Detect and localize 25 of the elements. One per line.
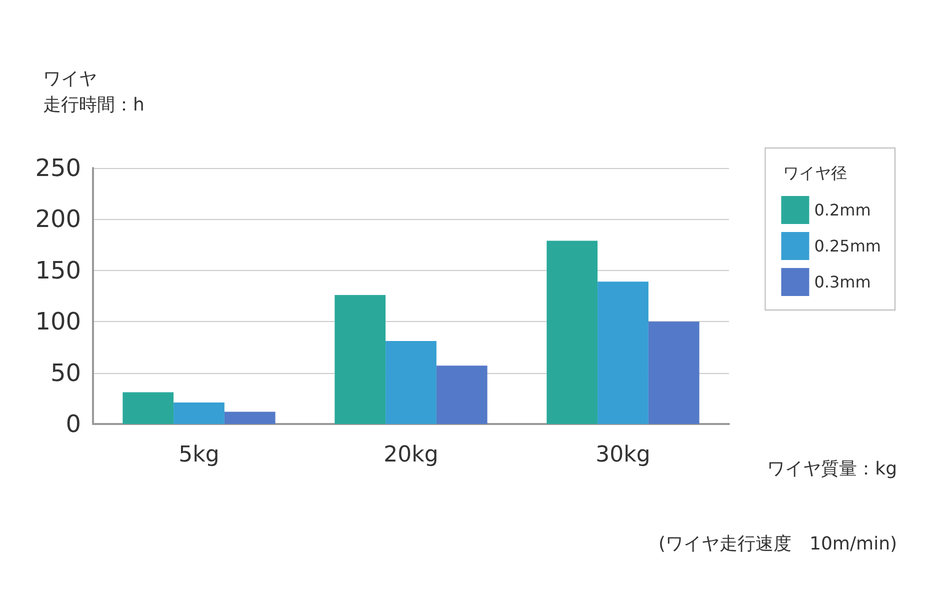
x-tick-label: 30kg bbox=[596, 442, 650, 468]
bar bbox=[648, 322, 700, 424]
y-tick-label: 0 bbox=[66, 410, 81, 438]
legend-title: ワイヤ径 bbox=[783, 164, 847, 182]
bar bbox=[174, 402, 224, 424]
bar bbox=[224, 412, 276, 424]
legend-label: 0.3mm bbox=[814, 272, 871, 292]
bar bbox=[334, 294, 386, 424]
y-axis-title: ワイヤ走行時間：h bbox=[43, 68, 144, 116]
y-tick-label: 250 bbox=[35, 154, 81, 182]
bar bbox=[598, 282, 648, 424]
bar bbox=[436, 366, 488, 424]
legend-label: 0.25mm bbox=[814, 236, 881, 256]
legend-label: 0.2mm bbox=[814, 200, 871, 220]
bar bbox=[122, 392, 174, 424]
bar bbox=[386, 341, 436, 424]
y-tick-label: 100 bbox=[35, 308, 81, 336]
text: (ワイヤ走行速度 10m/min) bbox=[658, 534, 898, 554]
bar bbox=[546, 240, 598, 424]
y-tick-label: 200 bbox=[35, 205, 81, 234]
y-tick-label: 150 bbox=[35, 256, 81, 284]
x-tick-label: 5kg bbox=[178, 442, 220, 468]
y-tick-label: 50 bbox=[50, 358, 81, 387]
x-axis-title: ワイヤ質量：kg bbox=[767, 458, 898, 480]
x-tick-label: 20kg bbox=[384, 442, 438, 468]
